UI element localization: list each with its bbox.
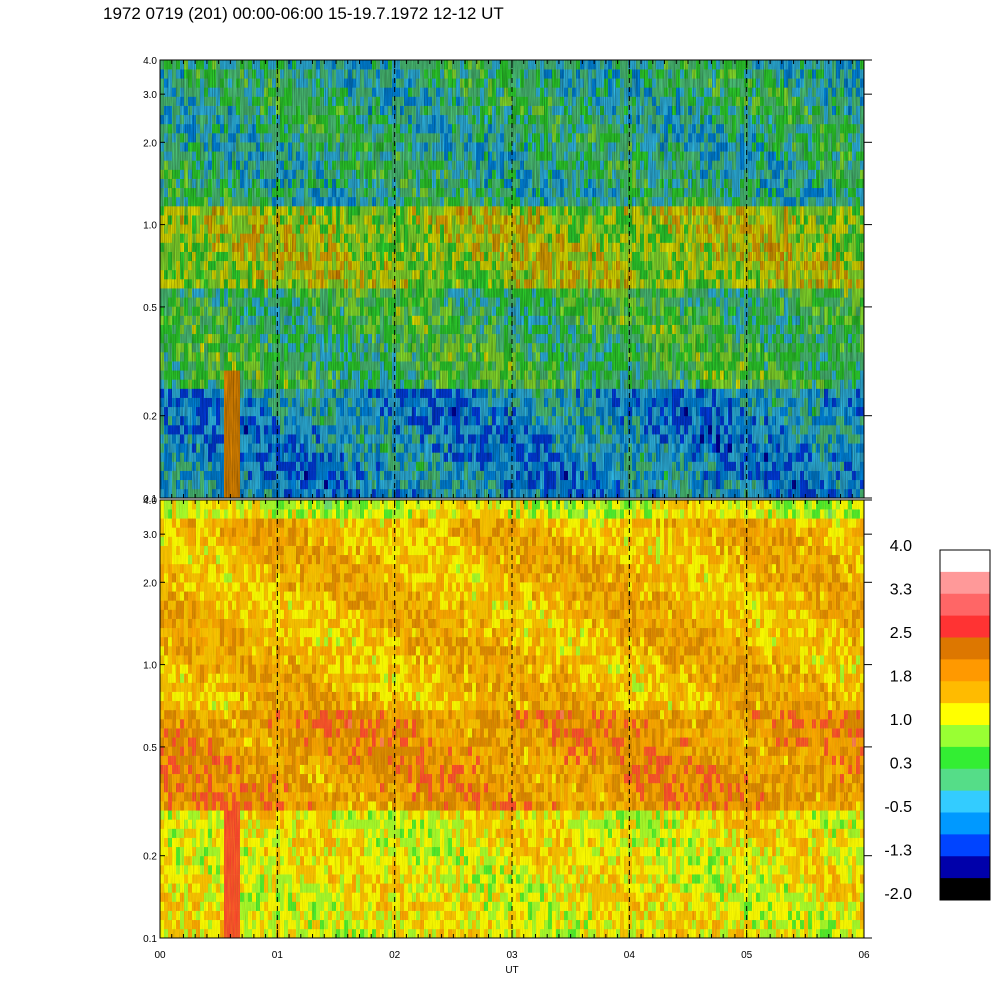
x-tick-label: 01: [272, 950, 284, 961]
grid-layer: [276, 60, 748, 938]
x-tick-label: 06: [858, 950, 870, 961]
x-tick-label: 05: [741, 950, 753, 961]
y-tick-label: 4.0: [143, 56, 157, 67]
colorbar-swatch: [940, 746, 990, 770]
y-tick-label: 1.0: [143, 221, 157, 232]
x-tick-label: 00: [154, 950, 166, 961]
colorbar-swatch: [940, 768, 990, 792]
y-tick-label: 3.0: [143, 90, 157, 101]
x-axis-label: UT: [505, 965, 518, 976]
colorbar-label: 4.0: [890, 538, 912, 555]
colorbar-label: 3.3: [890, 582, 912, 599]
colorbar-label: -2.0: [884, 886, 912, 903]
y-tick-label: 0.5: [143, 743, 157, 754]
colorbar-label: 1.0: [890, 712, 912, 729]
x-tick-label: 03: [506, 950, 518, 961]
colorbar-label: 0.3: [890, 756, 912, 773]
colorbar-label: -0.5: [884, 799, 912, 816]
y-tick-label: 0.1: [143, 934, 157, 945]
y-tick-label: 2.0: [143, 138, 157, 149]
y-tick-label: 3.0: [143, 530, 157, 541]
y-tick-label: 0.2: [143, 412, 157, 423]
colorbar-swatch: [940, 812, 990, 835]
colorbar-swatch: [940, 571, 990, 595]
colorbar: 4.0 3.3 2.5 1.8 1.0 0.3 -0.5 -1.3 -2.0: [884, 538, 991, 903]
colorbar-label: -1.3: [884, 843, 912, 860]
colorbar-swatch: [940, 725, 990, 748]
y-tick-label: 0.5: [143, 303, 157, 314]
colorbar-swatch: [940, 659, 990, 682]
colorbar-swatch: [940, 878, 990, 901]
colorbar-label: 2.5: [890, 625, 912, 642]
x-tick-label: 02: [389, 950, 401, 961]
y-tick-label: 0.2: [143, 852, 157, 863]
colorbar-swatch: [940, 703, 990, 726]
colorbar-frame: [939, 549, 991, 901]
colorbar-swatch: [940, 790, 990, 813]
y-tick-label: 4.0: [143, 496, 157, 507]
y-tick-label: 2.0: [143, 578, 157, 589]
x-tick-label: 04: [624, 950, 636, 961]
colorbar-swatch: [940, 834, 990, 857]
chart-title: 1972 0719 (201) 00:00-06:00 15-19.7.1972…: [103, 4, 504, 23]
colorbar-swatch: [940, 637, 990, 660]
y-tick-label: 1.0: [143, 661, 157, 672]
colorbar-swatch: [940, 615, 990, 638]
axes-layer: 0.10.20.51.02.03.04.00.10.20.51.02.03.04…: [143, 56, 872, 976]
y-tick-label: 0.1: [143, 494, 157, 505]
colorbar-swatch: [940, 681, 990, 704]
colorbar-label: 1.8: [890, 669, 912, 686]
colorbar-swatch: [940, 856, 990, 879]
colorbar-swatch: [940, 550, 990, 573]
colorbar-swatch: [940, 593, 990, 617]
